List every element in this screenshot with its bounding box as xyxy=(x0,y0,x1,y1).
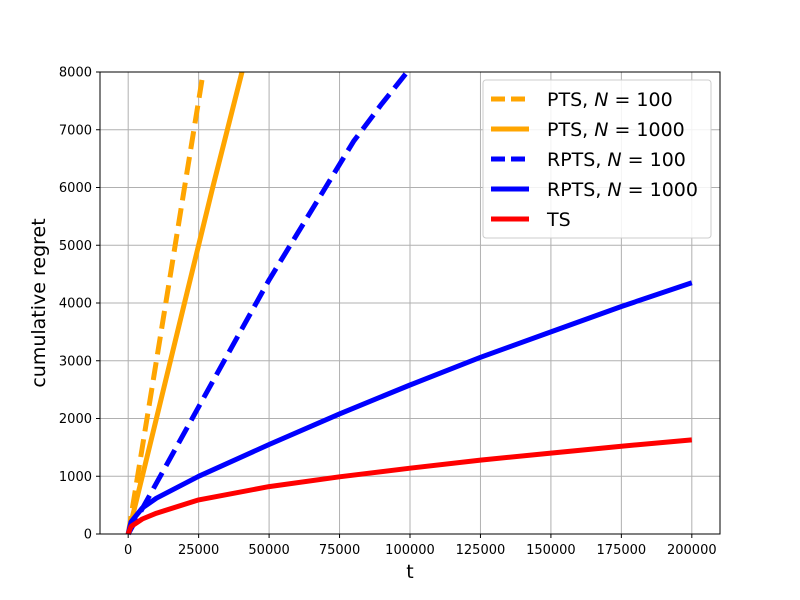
y-tick-label: 7000 xyxy=(59,123,92,138)
axis-ticks: 0 25000 50000 75000 100000 125000 150000 175000… xyxy=(59,66,717,559)
x-tick-label: 0 xyxy=(124,543,132,558)
y-tick-label: 1000 xyxy=(59,470,92,485)
legend-label-pts-n-1000: PTS, N = 1000 xyxy=(547,119,685,141)
legend-label-prefix: RPTS, xyxy=(547,179,607,201)
series-lines xyxy=(125,70,693,536)
series-line-pts-n-1000 xyxy=(125,71,245,535)
y-tick-label: 4000 xyxy=(59,297,92,312)
legend-label-rpts-n-100: RPTS, N = 100 xyxy=(547,149,686,171)
series-line-ts xyxy=(125,437,693,535)
legend-label-prefix: PTS, xyxy=(547,89,594,111)
legend-label-prefix: RPTS, xyxy=(547,149,607,171)
x-tick-label: 125000 xyxy=(456,543,506,558)
series-line-rpts-n-100 xyxy=(126,70,410,536)
y-tick-label: 3000 xyxy=(59,354,92,369)
legend-label-ts: TS xyxy=(546,209,571,231)
legend-label-suffix: = 100 xyxy=(608,89,672,111)
x-tick-label: 100000 xyxy=(385,543,435,558)
y-tick-label: 6000 xyxy=(59,181,92,196)
legend-label-variable: N xyxy=(607,149,621,171)
legend-label-variable: N xyxy=(594,89,608,111)
y-tick-label: 2000 xyxy=(59,412,92,427)
legend-label-rpts-n-1000: RPTS, N = 1000 xyxy=(547,179,698,201)
x-axis-label: t xyxy=(406,561,413,583)
y-tick-label: 0 xyxy=(84,528,92,543)
y-tick-label: 8000 xyxy=(59,66,92,81)
legend-label-suffix: = 1000 xyxy=(622,179,698,201)
legend-label-variable: N xyxy=(594,119,608,141)
legend-label-prefix: PTS, xyxy=(547,119,594,141)
legend-label-suffix: = 100 xyxy=(622,149,686,171)
legend-frame xyxy=(482,79,712,239)
legend-label-suffix: = 1000 xyxy=(608,119,684,141)
x-tick-label: 50000 xyxy=(248,543,289,558)
y-tick-label: 5000 xyxy=(59,239,92,254)
x-tick-label: 25000 xyxy=(178,543,219,558)
legend-label-variable: N xyxy=(607,179,621,201)
legend-label-pts-n-100: PTS, N = 100 xyxy=(547,89,673,111)
legend-label-prefix: TS xyxy=(546,209,571,231)
series-line-pts-n-100 xyxy=(125,77,205,535)
x-tick-label: 150000 xyxy=(526,543,576,558)
x-tick-label: 175000 xyxy=(597,543,647,558)
series-line-rpts-n-1000 xyxy=(125,280,693,535)
y-axis-label: cumulative regret xyxy=(28,218,50,387)
x-tick-label: 75000 xyxy=(319,543,360,558)
x-tick-label: 200000 xyxy=(667,543,717,558)
